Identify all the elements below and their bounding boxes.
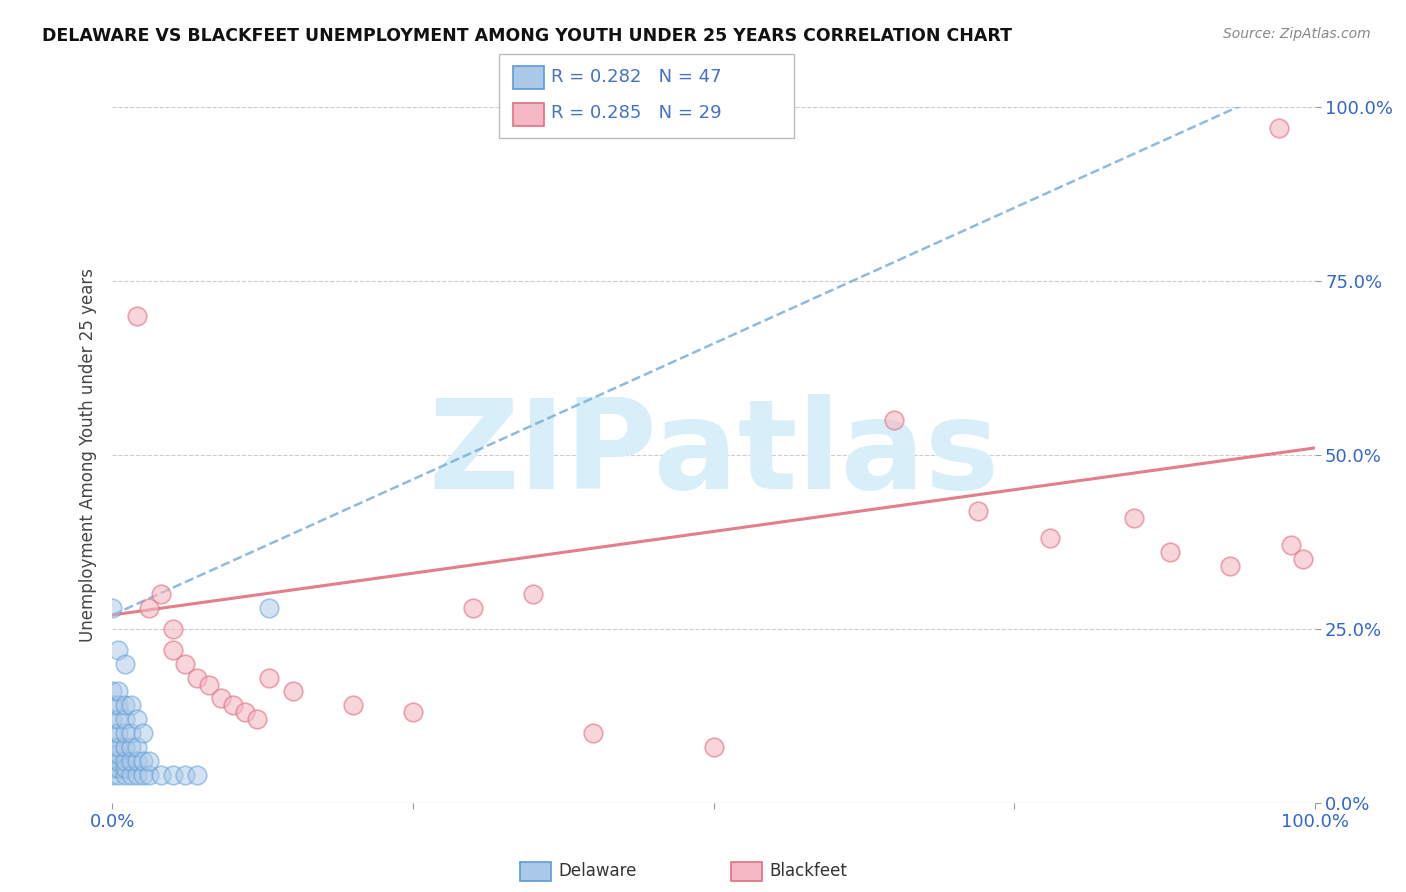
- Point: [173, 657, 195, 671]
- Point: [522, 587, 544, 601]
- Point: [107, 642, 129, 657]
- Point: [107, 740, 129, 755]
- Text: ZIPatlas: ZIPatlas: [427, 394, 1000, 516]
- Point: [162, 642, 184, 657]
- Point: [107, 768, 129, 782]
- Point: [209, 691, 232, 706]
- Point: [1219, 559, 1241, 574]
- Point: [1291, 552, 1313, 566]
- Text: Blackfeet: Blackfeet: [769, 863, 846, 880]
- Point: [402, 706, 425, 720]
- Point: [131, 726, 153, 740]
- Point: [233, 706, 256, 720]
- Point: [1267, 120, 1289, 135]
- Point: [342, 698, 364, 713]
- Y-axis label: Unemployment Among Youth under 25 years: Unemployment Among Youth under 25 years: [79, 268, 97, 642]
- Point: [101, 740, 124, 755]
- Point: [149, 587, 172, 601]
- Point: [582, 726, 605, 740]
- Point: [967, 503, 990, 517]
- Text: R = 0.285   N = 29: R = 0.285 N = 29: [551, 104, 721, 122]
- Point: [149, 768, 172, 782]
- Point: [114, 657, 136, 671]
- Point: [131, 768, 153, 782]
- Point: [101, 698, 124, 713]
- Point: [114, 761, 136, 775]
- Point: [197, 677, 219, 691]
- Point: [186, 768, 208, 782]
- Text: Delaware: Delaware: [558, 863, 637, 880]
- Point: [186, 671, 208, 685]
- Point: [125, 309, 148, 323]
- Point: [101, 684, 124, 698]
- Point: [281, 684, 304, 698]
- Point: [246, 712, 269, 726]
- Point: [107, 747, 129, 761]
- Point: [1159, 545, 1181, 559]
- Point: [107, 712, 129, 726]
- Point: [702, 740, 725, 755]
- Point: [114, 740, 136, 755]
- Point: [1039, 532, 1062, 546]
- Point: [114, 698, 136, 713]
- Point: [222, 698, 245, 713]
- Point: [120, 768, 142, 782]
- Point: [107, 754, 129, 768]
- Point: [107, 726, 129, 740]
- Point: [101, 601, 124, 615]
- Point: [107, 684, 129, 698]
- Point: [114, 768, 136, 782]
- Text: R = 0.282   N = 47: R = 0.282 N = 47: [551, 68, 721, 86]
- Point: [125, 768, 148, 782]
- Point: [120, 698, 142, 713]
- Point: [257, 601, 280, 615]
- Point: [257, 671, 280, 685]
- Point: [114, 712, 136, 726]
- Point: [131, 754, 153, 768]
- Point: [101, 712, 124, 726]
- Point: [138, 768, 160, 782]
- Text: DELAWARE VS BLACKFEET UNEMPLOYMENT AMONG YOUTH UNDER 25 YEARS CORRELATION CHART: DELAWARE VS BLACKFEET UNEMPLOYMENT AMONG…: [42, 27, 1012, 45]
- Point: [173, 768, 195, 782]
- Point: [1123, 510, 1146, 524]
- Point: [120, 726, 142, 740]
- Point: [461, 601, 484, 615]
- Point: [138, 601, 160, 615]
- Point: [125, 740, 148, 755]
- Point: [162, 768, 184, 782]
- Point: [125, 754, 148, 768]
- Point: [101, 747, 124, 761]
- Point: [114, 754, 136, 768]
- Point: [101, 761, 124, 775]
- Point: [162, 622, 184, 636]
- Text: Source: ZipAtlas.com: Source: ZipAtlas.com: [1223, 27, 1371, 41]
- Point: [125, 712, 148, 726]
- Point: [101, 768, 124, 782]
- Point: [120, 740, 142, 755]
- Point: [138, 754, 160, 768]
- Point: [1279, 538, 1302, 552]
- Point: [883, 413, 905, 427]
- Point: [107, 761, 129, 775]
- Point: [107, 698, 129, 713]
- Point: [114, 726, 136, 740]
- Point: [101, 726, 124, 740]
- Point: [101, 754, 124, 768]
- Point: [120, 754, 142, 768]
